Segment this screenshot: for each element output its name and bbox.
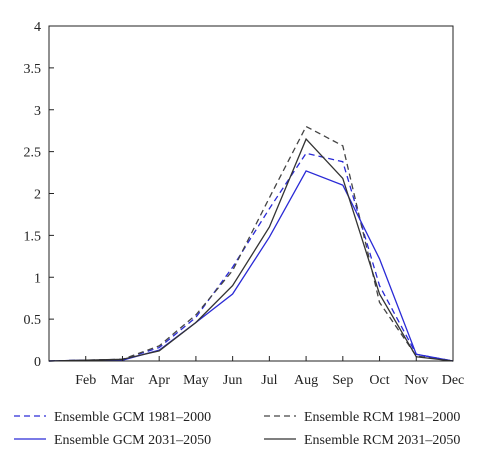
y-tick-label: 1 [34, 271, 41, 286]
x-tick-label: Feb [75, 373, 96, 388]
legend-label-2: Ensemble GCM 2031–2050 [54, 433, 211, 448]
legend-label-3: Ensemble RCM 2031–2050 [304, 433, 460, 448]
y-tick-label: 3 [34, 104, 41, 119]
x-tick-label: Jul [261, 373, 277, 388]
x-tick-label: Aug [294, 373, 318, 388]
legend-label-0: Ensemble GCM 1981–2000 [54, 410, 211, 425]
series-line-2 [48, 170, 454, 362]
x-tick-label: Oct [369, 373, 389, 388]
x-tick-label: Mar [111, 373, 135, 388]
legend-label-1: Ensemble RCM 1981–2000 [304, 410, 460, 425]
x-tick-label: Jun [223, 373, 242, 388]
legend: Ensemble GCM 1981–2000 Ensemble RCM 1981–… [14, 410, 460, 448]
y-tick-label: 4 [34, 20, 41, 35]
x-tick-label: Dec [442, 373, 465, 388]
y-tick-label: 2 [34, 188, 41, 203]
x-axis: Feb Mar Apr May Jun Jul Aug Sep Oct Nov Dec [75, 356, 464, 388]
y-tick-label: 0.5 [24, 313, 42, 328]
x-tick-label: May [183, 373, 209, 388]
x-tick-label: Nov [404, 373, 428, 388]
x-tick-label: Apr [148, 373, 170, 388]
y-axis: 0 0.5 1 1.5 2 2.5 3 3.5 4 [24, 20, 54, 370]
y-tick-label: 0 [34, 355, 41, 370]
series-line-1 [48, 125, 454, 362]
y-tick-label: 1.5 [24, 229, 42, 244]
x-tick-label: Sep [332, 373, 353, 388]
plot-area [48, 125, 454, 362]
y-tick-label: 3.5 [24, 62, 42, 77]
y-tick-label: 2.5 [24, 146, 42, 161]
series-line-3 [48, 137, 454, 362]
